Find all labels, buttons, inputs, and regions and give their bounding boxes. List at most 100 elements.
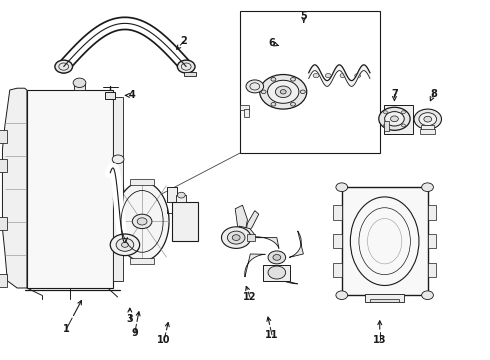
Bar [244, 109, 249, 117]
Circle shape [227, 231, 245, 244]
Circle shape [414, 109, 441, 129]
Circle shape [313, 73, 319, 78]
Circle shape [325, 73, 331, 78]
Text: 2: 2 [180, 36, 187, 46]
Circle shape [291, 103, 295, 106]
Bar [105, 92, 115, 99]
Bar [420, 129, 435, 134]
Bar [113, 97, 123, 281]
Circle shape [113, 195, 123, 202]
Circle shape [137, 218, 147, 225]
Bar [333, 234, 342, 248]
Bar [240, 105, 249, 110]
Circle shape [336, 291, 348, 300]
Text: 7: 7 [391, 89, 398, 99]
Circle shape [55, 60, 73, 73]
Circle shape [291, 77, 295, 81]
Text: 9: 9 [131, 328, 138, 338]
Bar [333, 205, 342, 220]
Circle shape [73, 78, 86, 87]
Bar [167, 187, 177, 202]
Bar [0, 274, 7, 287]
Circle shape [273, 255, 281, 260]
Text: 5: 5 [300, 11, 307, 21]
Bar [0, 130, 7, 143]
Circle shape [177, 192, 185, 198]
Circle shape [268, 266, 286, 279]
Bar [130, 258, 154, 264]
Circle shape [177, 60, 195, 73]
Bar [0, 217, 7, 230]
Circle shape [300, 90, 305, 94]
Bar [176, 195, 186, 202]
Polygon shape [2, 88, 27, 288]
Circle shape [419, 113, 437, 126]
Polygon shape [309, 65, 370, 86]
Bar [0, 159, 7, 172]
Bar [240, 11, 380, 153]
Circle shape [424, 116, 432, 122]
Circle shape [421, 291, 434, 300]
Bar [370, 299, 399, 302]
Circle shape [271, 103, 276, 106]
Circle shape [260, 75, 307, 109]
Text: 13: 13 [373, 335, 387, 345]
Bar [74, 83, 85, 90]
Circle shape [275, 86, 291, 98]
Bar [130, 179, 154, 185]
Bar [384, 105, 413, 134]
Circle shape [401, 124, 405, 127]
Bar [427, 234, 437, 248]
Polygon shape [239, 226, 255, 238]
Bar [342, 187, 427, 295]
Text: 10: 10 [157, 335, 171, 345]
Bar [247, 234, 255, 241]
Bar [172, 202, 198, 241]
Polygon shape [268, 265, 297, 284]
Circle shape [355, 73, 361, 78]
Circle shape [122, 242, 128, 247]
Polygon shape [235, 205, 247, 238]
Polygon shape [245, 254, 266, 277]
Circle shape [401, 111, 405, 114]
Circle shape [271, 77, 276, 81]
Bar [421, 125, 434, 130]
Text: 11: 11 [265, 330, 279, 340]
Circle shape [246, 80, 264, 93]
Circle shape [379, 107, 410, 130]
Polygon shape [289, 231, 303, 257]
Bar [427, 205, 437, 220]
Circle shape [384, 111, 388, 114]
Bar [333, 263, 342, 277]
Polygon shape [245, 211, 259, 237]
Circle shape [110, 234, 140, 256]
Circle shape [384, 124, 388, 127]
Text: 6: 6 [269, 38, 275, 48]
Circle shape [421, 183, 434, 192]
Circle shape [232, 235, 240, 240]
Circle shape [112, 155, 124, 163]
Polygon shape [115, 182, 169, 261]
Circle shape [221, 227, 251, 248]
Circle shape [261, 90, 266, 94]
Bar [427, 263, 437, 277]
Text: 1: 1 [63, 324, 70, 334]
Polygon shape [252, 75, 303, 108]
Bar [167, 187, 177, 202]
Bar [184, 72, 196, 76]
Circle shape [336, 183, 348, 192]
Bar [27, 90, 113, 288]
Bar [263, 265, 290, 281]
Text: 3: 3 [126, 314, 133, 324]
Circle shape [268, 80, 299, 103]
Circle shape [268, 251, 286, 264]
Bar [384, 121, 389, 131]
Circle shape [385, 112, 404, 126]
Polygon shape [245, 237, 279, 248]
Text: 12: 12 [243, 292, 257, 302]
Circle shape [116, 238, 134, 251]
Circle shape [132, 214, 152, 229]
Circle shape [280, 90, 286, 94]
Text: 4: 4 [129, 90, 136, 100]
Bar [365, 294, 404, 302]
